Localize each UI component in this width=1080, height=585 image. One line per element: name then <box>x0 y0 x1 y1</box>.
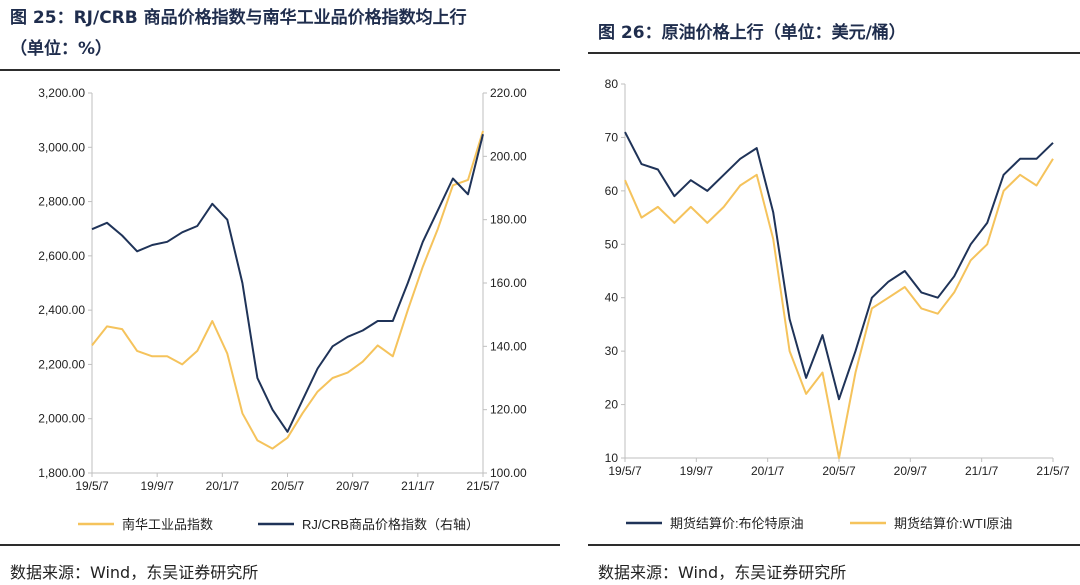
x-tick-label: 21/5/7 <box>466 479 500 493</box>
series-line-1 <box>91 130 484 450</box>
series-line-1 <box>624 131 1054 401</box>
x-tick-label: 20/5/7 <box>271 479 305 493</box>
y-tick-label: 60 <box>605 184 619 198</box>
y-tick-label: 2,800.00 <box>38 195 85 209</box>
x-tick-label: 20/9/7 <box>894 464 928 478</box>
y-tick-label: 50 <box>605 237 619 251</box>
y-tick-label: 2,000.00 <box>38 412 85 426</box>
series-line-2 <box>91 133 484 433</box>
figure-26: 图 26：原油价格上行（单位：美元/桶） 10 20 30 40 50 60 70 80 19/… <box>588 0 1080 585</box>
y-tick-label: 1,800.00 <box>38 466 85 480</box>
y-tick-label: 2,600.00 <box>38 249 85 263</box>
series-line-2 <box>624 158 1054 459</box>
y-tick-label: 3,000.00 <box>38 140 85 154</box>
y-right-tick-label: 200.00 <box>490 149 527 163</box>
title-rule <box>588 52 1080 54</box>
figure-subtitle: （单位：%） <box>10 39 113 59</box>
source-rule <box>588 544 1080 546</box>
legend-label: 南华工业品指数 <box>122 517 213 532</box>
title-rule <box>0 69 560 71</box>
y-tick-label: 40 <box>605 291 619 305</box>
y-right-tick-label: 220.00 <box>490 86 527 100</box>
x-tick-label: 19/9/7 <box>140 479 174 493</box>
y-tick-label: 30 <box>605 344 619 358</box>
x-tick-label: 20/1/7 <box>206 479 240 493</box>
x-tick-label: 21/1/7 <box>401 479 435 493</box>
legend-label: 期货结算价:WTI原油 <box>894 516 1012 531</box>
legend-label: RJ/CRB商品价格指数（右轴） <box>302 517 479 532</box>
y-right-tick-label: 180.00 <box>490 213 527 227</box>
source-rule <box>0 544 560 546</box>
chart-crude-oil: 10 20 30 40 50 60 70 80 19/5/7 19/9/7 20/1/7 20/5/7… <box>605 77 1070 531</box>
y-tick-label: 2,200.00 <box>38 357 85 371</box>
figure-25: 图 25：RJ/CRB 商品价格指数与南华工业品价格指数均上行 （单位：%） 1… <box>0 8 560 582</box>
y-tick-label: 20 <box>605 398 619 412</box>
y-right-tick-label: 120.00 <box>490 403 527 417</box>
x-tick-label: 19/5/7 <box>608 464 642 478</box>
x-tick-label: 19/5/7 <box>75 479 109 493</box>
y-tick-label: 2,400.00 <box>38 303 85 317</box>
source-note: 数据来源：Wind，东吴证券研究所 <box>598 563 847 582</box>
source-note: 数据来源：Wind，东吴证券研究所 <box>10 563 259 582</box>
y-right-tick-label: 160.00 <box>490 276 527 290</box>
figure-title: 图 26：原油价格上行（单位：美元/桶） <box>598 23 906 43</box>
x-tick-label: 21/1/7 <box>965 464 999 478</box>
legend-label: 期货结算价:布伦特原油 <box>670 516 804 531</box>
x-tick-label: 19/9/7 <box>680 464 714 478</box>
y-tick-label: 70 <box>605 130 619 144</box>
y-tick-label: 3,200.00 <box>38 86 85 100</box>
figure-title: 图 25：RJ/CRB 商品价格指数与南华工业品价格指数均上行 <box>10 8 467 28</box>
x-tick-label: 20/1/7 <box>751 464 785 478</box>
x-tick-label: 21/5/7 <box>1036 464 1070 478</box>
x-tick-label: 20/9/7 <box>336 479 370 493</box>
x-tick-label: 20/5/7 <box>822 464 856 478</box>
chart-commodity-index: 1,800.00 2,000.00 2,200.00 2,400.00 2,600.00… <box>38 86 527 532</box>
y-tick-label: 80 <box>605 77 619 91</box>
y-tick-label: 10 <box>605 451 619 465</box>
y-right-tick-label: 140.00 <box>490 339 527 353</box>
y-right-tick-label: 100.00 <box>490 466 527 480</box>
